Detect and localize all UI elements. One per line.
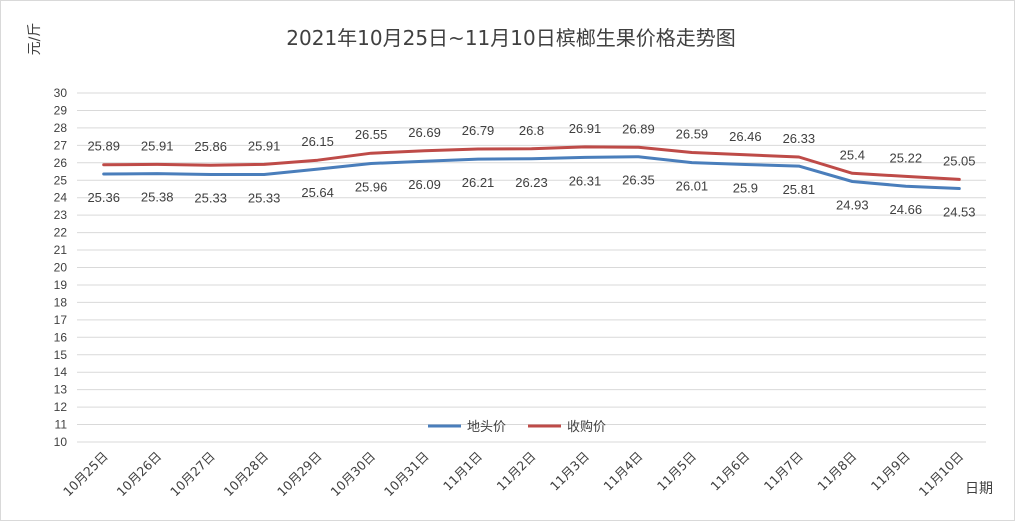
data-label: 25.33: [248, 190, 281, 205]
x-tick-label: 10月27日: [167, 449, 218, 500]
data-label: 25.91: [141, 138, 174, 153]
y-tick-label: 11: [55, 418, 68, 432]
data-label: 26.09: [408, 177, 441, 192]
data-label: 25.91: [248, 138, 281, 153]
data-label: 26.79: [462, 123, 495, 138]
y-tick-label: 16: [54, 330, 68, 344]
y-tick-label: 20: [54, 261, 68, 275]
y-tick-label: 21: [54, 243, 68, 257]
data-label: 25.38: [141, 190, 174, 205]
y-tick-label: 13: [54, 383, 68, 397]
data-label: 26.55: [355, 127, 388, 142]
y-tick-label: 10: [54, 435, 68, 449]
y-tick-label: 14: [54, 365, 68, 379]
x-tick-label: 11月5日: [654, 449, 699, 494]
data-label: 26.46: [729, 129, 762, 144]
data-label: 24.53: [943, 204, 976, 219]
data-label: 26.91: [569, 121, 602, 136]
series-lines: [102, 145, 961, 190]
data-label: 26.89: [622, 121, 655, 136]
data-label: 26.8: [519, 123, 544, 138]
legend-label-0: 地头价: [467, 420, 506, 435]
y-tick-label: 28: [54, 121, 68, 135]
x-tick-label: 11月1日: [440, 449, 485, 494]
data-label: 24.93: [836, 197, 869, 212]
legend: 地头价 收购价: [428, 419, 606, 435]
y-axis-ticks: 10 11 12 13 14 15 16 17 18 19 20 21 22 23 24 25 26 27 28 29…: [54, 86, 68, 449]
x-tick-label: 11月7日: [761, 449, 806, 494]
data-label: 25.86: [194, 139, 227, 154]
x-tick-label: 11月10日: [916, 449, 967, 500]
data-label: 25.22: [890, 150, 923, 165]
data-label: 26.35: [622, 173, 655, 188]
data-label: 25.33: [194, 190, 227, 205]
x-tick-label: 11月2日: [493, 449, 538, 494]
data-label: 25.96: [355, 179, 388, 194]
y-tick-label: 24: [54, 191, 68, 205]
y-tick-label: 30: [54, 86, 68, 100]
data-label: 25.89: [87, 139, 120, 154]
data-label: 26.59: [676, 127, 709, 142]
data-label: 26.21: [462, 175, 495, 190]
grid: [77, 92, 986, 443]
x-tick-label: 11月4日: [600, 449, 645, 494]
y-tick-label: 27: [54, 138, 68, 152]
x-tick-label: 11月6日: [707, 449, 752, 494]
y-tick-label: 25: [54, 173, 68, 187]
x-axis-label: 日期: [965, 481, 993, 497]
data-label: 25.9: [733, 181, 758, 196]
chart-title: 2021年10月25日~11月10日槟榔生果价格走势图: [286, 26, 735, 50]
data-label: 26.33: [783, 131, 816, 146]
series-line-0: [102, 155, 961, 190]
data-label: 25.36: [87, 190, 120, 205]
x-axis-ticks: 10月25日 10月26日 10月27日 10月28日 10月29日 10月30日 10月3…: [60, 449, 966, 500]
legend-label-1: 收购价: [567, 419, 606, 435]
x-tick-label: 10月30日: [327, 449, 378, 500]
y-axis-label: 元/斤: [27, 23, 43, 56]
y-tick-label: 29: [54, 103, 68, 117]
data-label: 26.69: [408, 125, 441, 140]
x-tick-label: 10月29日: [274, 449, 325, 500]
x-tick-label: 11月3日: [547, 449, 592, 494]
y-tick-label: 15: [54, 348, 68, 362]
x-tick-label: 10月25日: [60, 449, 111, 500]
data-labels: 25.36 25.38 25.33 25.33 25.64 25.96 26.09 26.21…: [87, 121, 975, 220]
y-tick-label: 22: [54, 226, 68, 240]
x-tick-label: 11月8日: [814, 449, 859, 494]
y-tick-label: 18: [54, 295, 68, 309]
y-tick-label: 26: [54, 156, 68, 170]
y-tick-label: 12: [54, 400, 68, 414]
x-tick-label: 10月28日: [220, 449, 271, 500]
data-label: 24.66: [890, 202, 923, 217]
data-label: 25.05: [943, 153, 976, 168]
data-label: 25.4: [840, 147, 865, 162]
y-tick-label: 17: [54, 313, 68, 327]
y-tick-label: 23: [54, 208, 68, 222]
data-label: 26.31: [569, 173, 602, 188]
data-label: 26.15: [301, 134, 334, 149]
x-tick-label: 11月9日: [868, 449, 913, 494]
data-label: 26.01: [676, 179, 709, 194]
data-label: 25.81: [783, 182, 816, 197]
x-tick-label: 10月26日: [114, 449, 165, 500]
series-line-1: [102, 145, 961, 181]
y-tick-label: 19: [54, 278, 68, 292]
data-label: 25.64: [301, 185, 334, 200]
x-tick-label: 10月31日: [381, 449, 432, 500]
data-label: 26.23: [515, 175, 548, 190]
